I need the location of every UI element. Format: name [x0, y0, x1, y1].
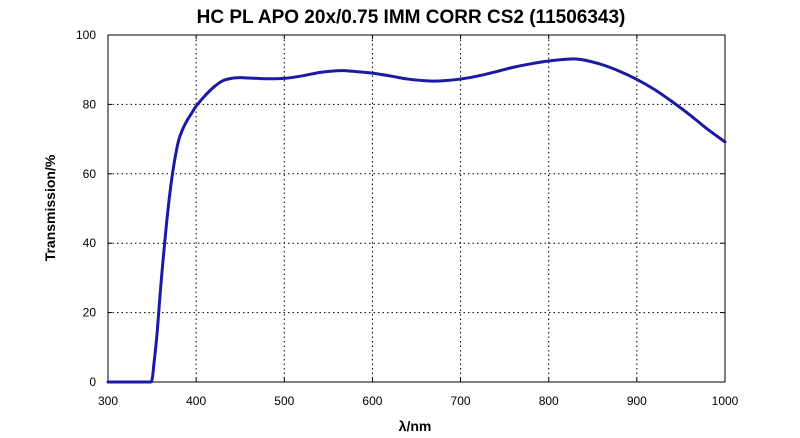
y-tick-label: 100: [76, 28, 96, 42]
x-tick-label: 800: [539, 394, 559, 408]
x-axis-tick-labels: 300 400 500 600 700 800 900 1000: [98, 394, 739, 408]
y-tick-label: 20: [83, 306, 97, 320]
grid-lines: [108, 35, 725, 382]
y-axis-label: Transmission/%: [42, 154, 58, 261]
transmission-line: [106, 57, 727, 384]
x-tick-label: 700: [451, 394, 471, 408]
data-series: [106, 57, 727, 384]
x-tick-label: 1000: [712, 394, 739, 408]
y-tick-label: 40: [83, 236, 97, 250]
x-tick-label: 500: [274, 394, 294, 408]
y-tick-label: 60: [83, 167, 97, 181]
plot-area-frame: [107, 34, 726, 383]
x-axis-label: λ/nm: [399, 418, 432, 434]
chart-title: HC PL APO 20x/0.75 IMM CORR CS2 (1150634…: [197, 7, 626, 28]
x-tick-label: 400: [186, 394, 206, 408]
y-tick-label: 80: [83, 97, 97, 111]
y-tick-label: 0: [89, 375, 96, 389]
x-tick-label: 900: [627, 394, 647, 408]
axis-ticks: [107, 34, 726, 383]
x-tick-label: 600: [362, 394, 382, 408]
y-axis-tick-labels: 0 20 40 60 80 100: [76, 28, 96, 389]
x-tick-label: 300: [98, 394, 118, 408]
